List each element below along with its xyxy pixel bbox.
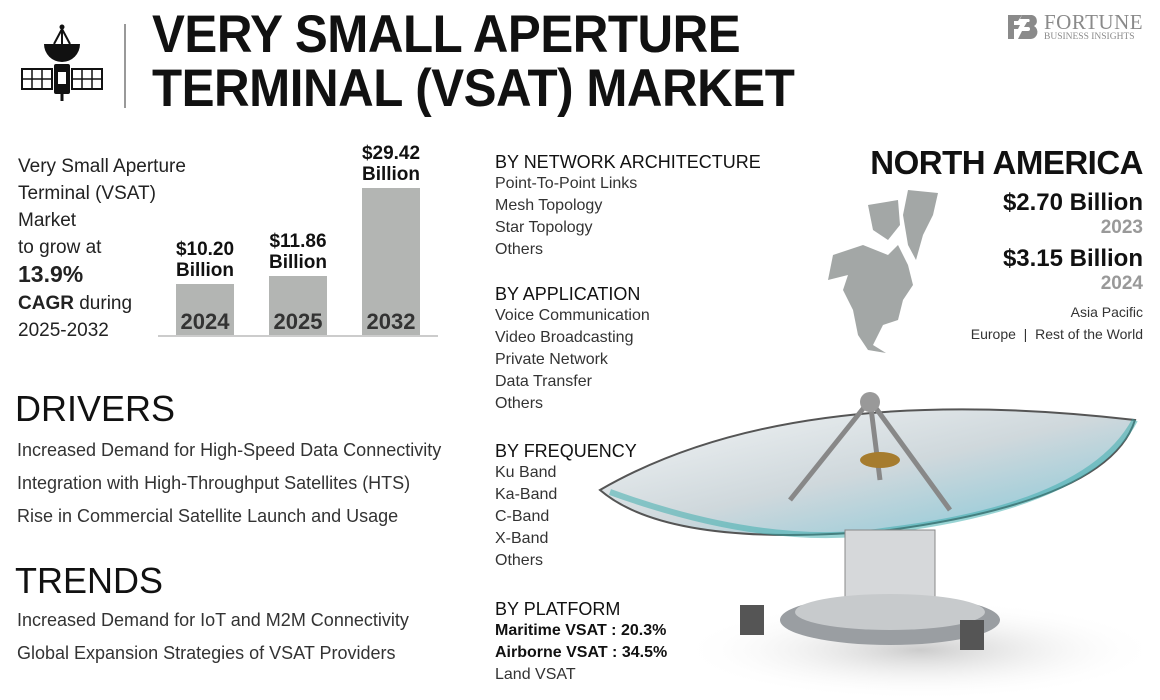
- trend-item: Global Expansion Strategies of VSAT Prov…: [17, 643, 396, 663]
- summary-line: during: [73, 293, 133, 314]
- segment-frequency: BY FREQUENCY Ku Band Ka-Band C-Band X-Ba…: [495, 440, 637, 572]
- regional-highlight: NORTH AMERICA $2.70 Billion 2023 $3.15 B…: [870, 143, 1143, 345]
- segment-item: Mesh Topology: [495, 197, 603, 214]
- bar-2025: [269, 275, 327, 335]
- forecast-period: 2025-2032: [18, 320, 109, 341]
- bar-unit: Billion: [175, 260, 235, 281]
- brand-logo: FORTUNE BUSINESS INSIGHTS: [1006, 12, 1143, 42]
- logo-text: FORTUNE: [1044, 10, 1144, 34]
- segment-item: C-Band: [495, 508, 550, 525]
- satellite-dish-illustration: [598, 392, 1160, 700]
- region-year: 2024: [1100, 273, 1143, 294]
- segment-item: Land VSAT: [495, 666, 576, 683]
- bar-2032: [362, 187, 420, 335]
- bar-unit: Billion: [361, 163, 421, 185]
- logo-subtext: BUSINESS INSIGHTS: [1044, 32, 1135, 42]
- segment-item: Private Network: [495, 351, 608, 368]
- segment-item: Maritime VSAT : 20.3%: [495, 622, 667, 639]
- bar-value: $11.86: [269, 230, 327, 252]
- bar-category-label: 2032: [366, 309, 416, 334]
- segment-platform: BY PLATFORM Maritime VSAT : 20.3% Airbor…: [495, 598, 667, 686]
- bar-value: $29.42: [361, 142, 421, 164]
- logo-mark-icon: [1008, 15, 1038, 39]
- bar-value-label: $10.20 Billion: [155, 239, 255, 281]
- trends-list: Increased Demand for IoT and M2M Connect…: [17, 610, 409, 676]
- segment-title: BY NETWORK ARCHITECTURE: [495, 152, 761, 172]
- bar-category-label: 2024: [180, 309, 230, 334]
- segment-title: BY FREQUENCY: [495, 441, 637, 461]
- segment-item: X-Band: [495, 530, 549, 547]
- title-line-2: TERMINAL (VSAT) MARKET: [152, 59, 795, 118]
- driver-item: Integration with High-Throughput Satelli…: [17, 473, 411, 493]
- other-region: Asia Pacific: [1070, 304, 1143, 320]
- segment-item: Voice Communication: [495, 307, 650, 324]
- page-title: VERY SMALL APERTURE TERMINAL (VSAT) MARK…: [152, 5, 795, 118]
- segment-item: Airborne VSAT : 34.5%: [495, 644, 668, 661]
- summary-line: Market: [18, 210, 77, 231]
- region-value-2023: $2.70 Billion: [1002, 189, 1143, 216]
- chart-baseline: [158, 335, 438, 337]
- bar-value-label: $29.42 Billion: [341, 143, 441, 185]
- cagr-value: 13.9%: [18, 261, 84, 287]
- header-divider: [124, 24, 126, 108]
- trends-heading: TRENDS: [15, 560, 164, 601]
- cagr-label: CAGR: [18, 293, 74, 314]
- summary-line: Terminal (VSAT): [18, 183, 156, 204]
- bar-unit: Billion: [268, 251, 328, 273]
- segment-item: Others: [495, 241, 544, 258]
- segment-title: BY APPLICATION: [495, 284, 641, 304]
- summary-line: Very Small Aperture: [18, 156, 186, 177]
- north-america-map: [828, 190, 938, 353]
- bar-value: $10.20: [175, 239, 235, 260]
- segment-item: Ku Band: [495, 464, 557, 481]
- segment-item: Others: [495, 552, 544, 569]
- trend-item: Increased Demand for IoT and M2M Connect…: [17, 610, 409, 630]
- segment-network-architecture: BY NETWORK ARCHITECTURE Point-To-Point L…: [495, 151, 761, 261]
- satellite-dish-icon: [21, 24, 103, 101]
- region-title: NORTH AMERICA: [870, 144, 1143, 181]
- title-line-1: VERY SMALL APERTURE: [152, 5, 741, 64]
- segment-item: Data Transfer: [495, 373, 592, 390]
- other-regions: Europe | Rest of the World: [970, 326, 1143, 342]
- bar-2024: [176, 284, 234, 335]
- drivers-list: Increased Demand for High-Speed Data Con…: [17, 440, 441, 539]
- drivers-heading: DRIVERS: [15, 388, 176, 429]
- region-value-2024: $3.15 Billion: [1002, 245, 1143, 272]
- segment-item: Video Broadcasting: [495, 329, 634, 346]
- driver-item: Increased Demand for High-Speed Data Con…: [17, 440, 442, 460]
- driver-item: Rise in Commercial Satellite Launch and …: [17, 506, 399, 526]
- segment-title: BY PLATFORM: [495, 599, 621, 619]
- region-year: 2023: [1100, 217, 1143, 238]
- segment-item: Ka-Band: [495, 486, 558, 503]
- segment-item: Star Topology: [495, 219, 593, 236]
- summary-line: to grow at: [18, 237, 102, 258]
- bar-category-label: 2025: [273, 309, 323, 334]
- market-summary: Very Small Aperture Terminal (VSAT) Mark…: [18, 153, 186, 344]
- segment-application: BY APPLICATION Voice Communication Video…: [495, 283, 650, 415]
- segment-item: Others: [495, 395, 544, 412]
- bar-value-label: $11.86 Billion: [248, 231, 348, 273]
- segment-item: Point-To-Point Links: [495, 175, 638, 192]
